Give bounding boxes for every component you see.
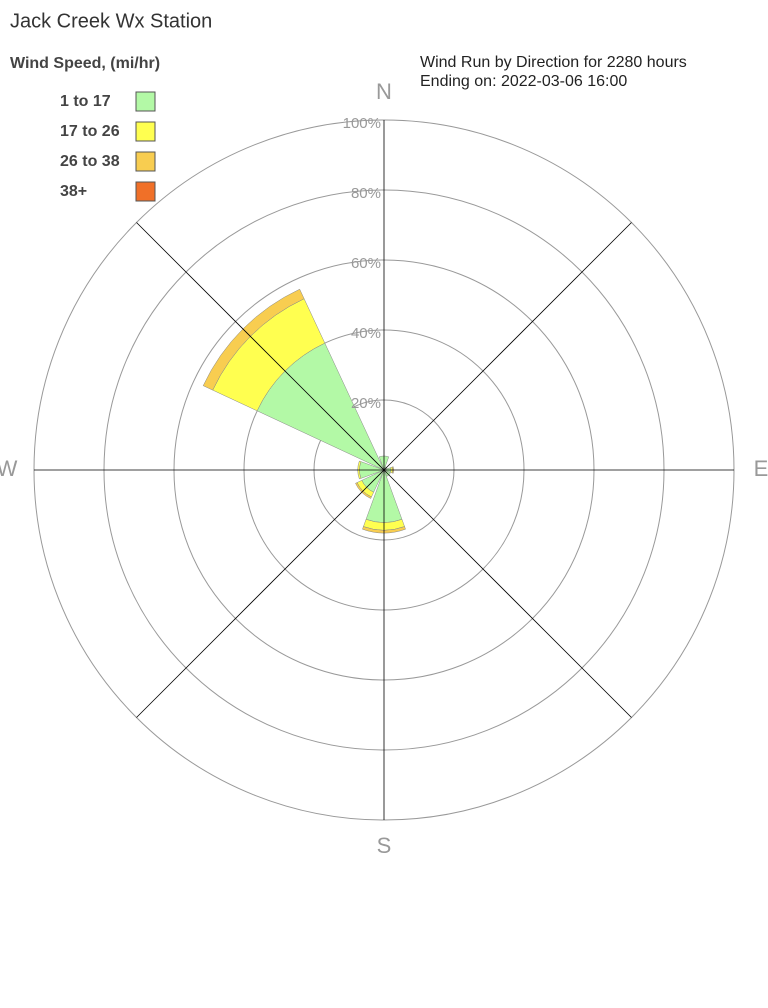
compass-label: S bbox=[377, 833, 392, 858]
ring-label: 100% bbox=[343, 115, 381, 132]
legend-swatch bbox=[135, 121, 156, 142]
wedge bbox=[355, 482, 372, 499]
ring-label: 40% bbox=[351, 325, 381, 342]
legend-title: Wind Speed, (mi/hr) bbox=[10, 55, 160, 72]
compass-label: E bbox=[754, 456, 768, 481]
legend-label: 17 to 26 bbox=[60, 123, 120, 140]
wedge bbox=[362, 526, 406, 534]
legend-label: 1 to 17 bbox=[60, 93, 111, 110]
wedge bbox=[202, 288, 305, 391]
spoke bbox=[136, 469, 385, 718]
subtitle: Wind Run by Direction for 2280 hours bbox=[420, 54, 687, 71]
chart-title: Jack Creek Wx Station bbox=[10, 10, 212, 32]
spoke bbox=[383, 469, 632, 718]
legend-swatch bbox=[135, 151, 156, 172]
compass-label: N bbox=[376, 79, 392, 104]
ring-label: 20% bbox=[351, 395, 381, 412]
legend-label: 26 to 38 bbox=[60, 153, 120, 170]
ring-label: 60% bbox=[351, 255, 381, 272]
legend-label: 38+ bbox=[60, 183, 87, 200]
ring-label: 80% bbox=[351, 185, 381, 202]
legend-swatch bbox=[135, 91, 156, 112]
spoke bbox=[136, 222, 385, 471]
subtitle: Ending on: 2022-03-06 16:00 bbox=[420, 73, 627, 90]
legend-swatch bbox=[135, 181, 156, 202]
compass-label: W bbox=[0, 456, 18, 481]
spoke bbox=[383, 222, 632, 471]
